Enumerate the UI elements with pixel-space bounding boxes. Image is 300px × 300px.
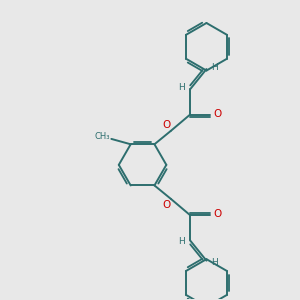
Text: O: O (214, 209, 222, 219)
Text: H: H (212, 63, 218, 72)
Text: H: H (212, 258, 218, 267)
Text: H: H (178, 237, 185, 246)
Text: H: H (178, 83, 185, 92)
Text: O: O (163, 200, 171, 210)
Text: O: O (163, 120, 171, 130)
Text: O: O (214, 109, 222, 119)
Text: CH₃: CH₃ (95, 132, 110, 141)
